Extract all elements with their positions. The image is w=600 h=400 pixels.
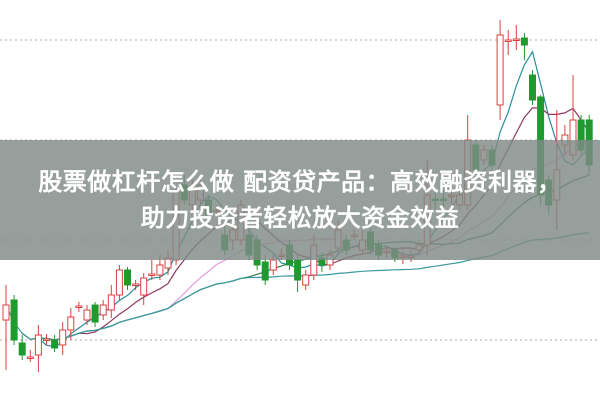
candle [302, 270, 310, 290]
candle [529, 70, 536, 105]
candle [75, 302, 83, 312]
candle [132, 280, 140, 290]
candle-body [43, 338, 50, 341]
candle-body [115, 269, 123, 296]
candle [83, 305, 91, 325]
candle-body [140, 277, 148, 296]
candle-body [107, 294, 115, 311]
candle-body [2, 304, 10, 321]
candle-body [51, 339, 59, 349]
candle-body [504, 39, 512, 42]
candle [2, 285, 10, 370]
candle [10, 295, 18, 345]
candle [107, 285, 115, 318]
candle [512, 25, 520, 50]
candle-body [83, 309, 91, 321]
candle-body [75, 305, 83, 308]
candle [43, 334, 50, 345]
candle [26, 350, 34, 362]
candle [115, 265, 123, 300]
candle-body [148, 273, 156, 276]
candle-body [67, 316, 75, 331]
candle-body [132, 283, 140, 286]
candle [99, 300, 107, 320]
headline-line-2: 助力投资者轻松放大资金效益 [140, 204, 460, 232]
candle [294, 255, 302, 292]
candle-body [512, 38, 520, 41]
candle [124, 267, 131, 290]
headline-banner: 股票做杠杆怎么做 配资贷产品：高效融资利器， 助力投资者轻松放大资金效益 [0, 140, 600, 260]
candle-body [124, 269, 131, 286]
candle [504, 30, 512, 55]
candle-body [496, 34, 504, 106]
candle-body [59, 329, 67, 346]
candle-body [34, 334, 42, 356]
candle-body [261, 261, 269, 281]
candle [140, 273, 148, 305]
candle [148, 260, 156, 280]
candle [520, 33, 528, 60]
candle [51, 335, 59, 352]
candle-body [91, 304, 99, 323]
candle-body [520, 37, 528, 46]
candle-body [302, 274, 310, 286]
candle-body [99, 304, 107, 316]
candle [496, 20, 504, 120]
headline-line-1: 股票做杠杆怎么做 配资贷产品：高效融资利器， [38, 168, 562, 196]
candle [59, 322, 67, 355]
candle [18, 335, 26, 360]
candle-body [529, 74, 536, 101]
candle-body [18, 342, 26, 356]
candle [34, 325, 42, 372]
candle-body [269, 259, 277, 271]
candle [261, 255, 269, 285]
candle [91, 302, 99, 327]
candle-body [10, 299, 18, 341]
candle-body [294, 259, 302, 281]
candle-body [156, 264, 164, 276]
candle [67, 308, 75, 340]
candle-body [26, 356, 34, 359]
